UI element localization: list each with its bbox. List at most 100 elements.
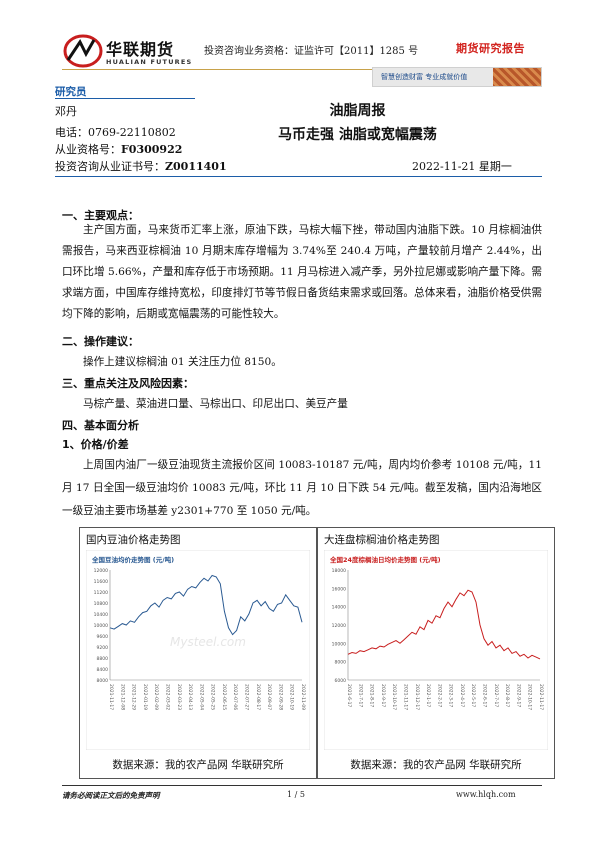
soybean-x-tick-label: 2022-09-28 (277, 684, 283, 710)
palm-x-tick-label: 2021-6-17 (346, 684, 352, 707)
soybean-y-tick-label: 8400 (97, 667, 109, 673)
palm-x-tick-label: 2022-7-17 (493, 684, 499, 707)
banner-pattern (493, 68, 541, 86)
report-type-label: 期货研究报告 (456, 42, 525, 55)
palm-oil-chart: 全国24度棕榈油日均价走势图 (元/吨) 18000 16000 14000 1200… (324, 550, 548, 750)
palm-series-line (347, 589, 541, 660)
soybean-y-tick-label: 8800 (97, 656, 109, 662)
soybean-x-tick-label: 2021-12-08 (119, 684, 125, 710)
soybean-oil-chart: 全国豆油均价走势图 (元/吨) Mysteel.com 12000 11600 11… (86, 550, 310, 750)
palm-x-tick-label: 2021-10-17 (391, 684, 397, 710)
section-4-1-heading: 1、价格/价差 (62, 438, 129, 451)
cert-label: 从业资格号： (55, 143, 121, 156)
researcher-label: 研究员 (55, 86, 87, 98)
author-name: 邓丹 (55, 105, 77, 118)
palm-x-tick-label: 2022-10-17 (527, 684, 533, 710)
soybean-y-tick-label: 10000 (94, 623, 108, 629)
palm-y-tick-label: 16000 (332, 586, 346, 592)
section-4-heading: 四、基本面分析 (62, 419, 139, 432)
palm-y-tick-label: 8000 (335, 660, 347, 666)
soybean-oil-chart-source: 数据来源：我的农产品网 华联研究所 (112, 759, 284, 771)
palm-y-tick-label: 6000 (335, 678, 347, 684)
palm-x-tick-label: 2022-9-17 (515, 684, 521, 707)
slogan-text: 智慧创造财富 专业成就价值 (381, 73, 468, 81)
section-2-heading: 二、操作建议： (62, 335, 139, 348)
license-text: 投资咨询业务资格：证监许可【2011】1285 号 (204, 46, 419, 57)
disclaimer-note: 请务必阅读正文后的免责声明 (62, 791, 160, 800)
soybean-x-tick-label: 2021-12-29 (131, 684, 137, 710)
palm-x-tick-label: 2022-5-17 (470, 684, 476, 707)
soybean-series-line (109, 574, 303, 636)
soybean-x-tick-label: 2022-07-06 (232, 684, 238, 710)
palm-x-tick-label: 2022-8-17 (504, 684, 510, 707)
palm-y-tick-label: 18000 (332, 568, 346, 574)
section-2-body: 操作上建议棕榈油 01 关注压力位 8150。 (83, 356, 282, 368)
section-1-body: 主产国方面，马来货币汇率上涨，原油下跌，马棕大幅下挫，带动国内油脂下跌。10 月… (62, 224, 542, 320)
palm-x-tick-label: 2021-8-17 (369, 684, 375, 707)
palm-x-tick-label: 2022-4-17 (459, 684, 465, 707)
section-3-heading: 三、重点关注及风险因素： (62, 377, 194, 390)
slogan-banner: 智慧创造财富 专业成就价值 (372, 67, 542, 87)
palm-oil-chart-source: 数据来源：我的农产品网 华联研究所 (350, 759, 522, 771)
soybean-oil-chart-title: 国内豆油价格走势图 (86, 534, 181, 546)
palm-x-tick-label: 2022-11-17 (538, 684, 544, 710)
palm-x-tick-label: 2022-6-17 (482, 684, 488, 707)
page-number: 1 / 5 (287, 790, 305, 799)
soybean-y-tick-label: 11600 (94, 579, 108, 585)
title-divider (55, 176, 542, 177)
palm-x-tick-label: 2021-9-17 (380, 684, 386, 707)
soybean-x-tick-label: 2022-03-23 (176, 684, 182, 710)
soybean-x-tick-label: 2022-03-02 (164, 684, 170, 710)
palm-x-tick-label: 2021-12-17 (414, 684, 420, 710)
palm-y-tick-label: 10000 (332, 641, 346, 647)
researcher-divider (55, 98, 195, 99)
header-divider (62, 69, 542, 70)
soybean-y-tick-label: 9600 (97, 634, 109, 640)
soybean-x-tick-label: 2022-11-09 (300, 684, 306, 710)
soybean-y-tick-label: 8000 (97, 678, 109, 684)
advisor-cert-label: 投资咨询从业证书号： (55, 160, 165, 173)
soybean-y-tick-label: 10800 (94, 601, 108, 607)
soybean-oil-chart-frame: 国内豆油价格走势图 全国豆油均价走势图 (元/吨) Mysteel.com 12… (79, 527, 317, 779)
palm-y-tick-label: 12000 (332, 623, 346, 629)
soybean-x-tick-label: 2022-07-27 (244, 684, 250, 710)
palm-y-tick-label: 14000 (332, 605, 346, 611)
author-phone: 电话：0769-22110802 (55, 126, 176, 139)
brand-name-en: HUALIAN FUTURES (106, 58, 193, 66)
watermark-text: Mysteel.com (170, 635, 246, 649)
website-link[interactable]: www.hlqh.com (456, 790, 516, 799)
author-advisor-cert: 投资咨询从业证书号：Z0011401 (55, 158, 227, 174)
section-3-body: 马棕产量、菜油进口量、马棕出口、印尼出口、美豆产量 (83, 398, 348, 410)
cert-number: F0300922 (121, 143, 183, 156)
palm-x-tick-label: 2021-7-17 (357, 684, 363, 707)
palm-oil-chart-frame: 大连盘棕榈油价格走势图 全国24度棕榈油日均价走势图 (元/吨) 18000 16… (317, 527, 555, 779)
report-date: 2022-11-21 星期一 (412, 160, 512, 173)
soybean-x-tick-label: 2022-05-04 (198, 684, 204, 710)
palm-x-tick-label: 2022-1-17 (425, 684, 431, 707)
section-1-heading: 一、主要观点： (62, 209, 139, 222)
palm-x-tick-label: 2022-2-17 (436, 684, 442, 707)
author-cert: 从业资格号：F0300922 (55, 141, 182, 157)
soybean-x-tick-label: 2022-01-19 (142, 684, 148, 710)
soybean-y-tick-label: 10400 (94, 612, 108, 618)
soybean-y-tick-label: 11200 (94, 590, 108, 596)
section-4-1-body: 上周国内油厂一级豆油现货主流报价区间 10083-10187 元/吨，周内均价参… (62, 459, 542, 517)
soybean-x-tick-label: 2022-04-13 (187, 684, 193, 710)
soybean-x-tick-label: 2022-05-25 (210, 684, 216, 710)
soybean-inner-title: 全国豆油均价走势图 (元/吨) (91, 555, 174, 564)
soybean-x-tick-label: 2022-02-09 (153, 684, 159, 710)
advisor-cert-number: Z0011401 (165, 160, 227, 173)
soybean-y-tick-label: 9200 (97, 645, 109, 651)
palm-x-tick-label: 2022-3-17 (448, 684, 454, 707)
soybean-x-tick-label: 2022-10-19 (289, 684, 295, 710)
soybean-x-tick-label: 2022-08-17 (255, 684, 261, 710)
palm-inner-title: 全国24度棕榈油日均价走势图 (元/吨) (329, 555, 441, 564)
palm-chart-bg (324, 550, 548, 750)
soybean-x-tick-label: 2022-06-15 (221, 684, 227, 710)
hualian-logo-icon (63, 34, 103, 68)
report-title: 油脂周报 (329, 103, 386, 119)
palm-oil-chart-title: 大连盘棕榈油价格走势图 (324, 534, 440, 546)
report-subtitle: 马币走强 油脂或宽幅震荡 (278, 127, 437, 143)
footer-divider (62, 785, 542, 786)
palm-x-tick-label: 2021-11-17 (402, 684, 408, 710)
